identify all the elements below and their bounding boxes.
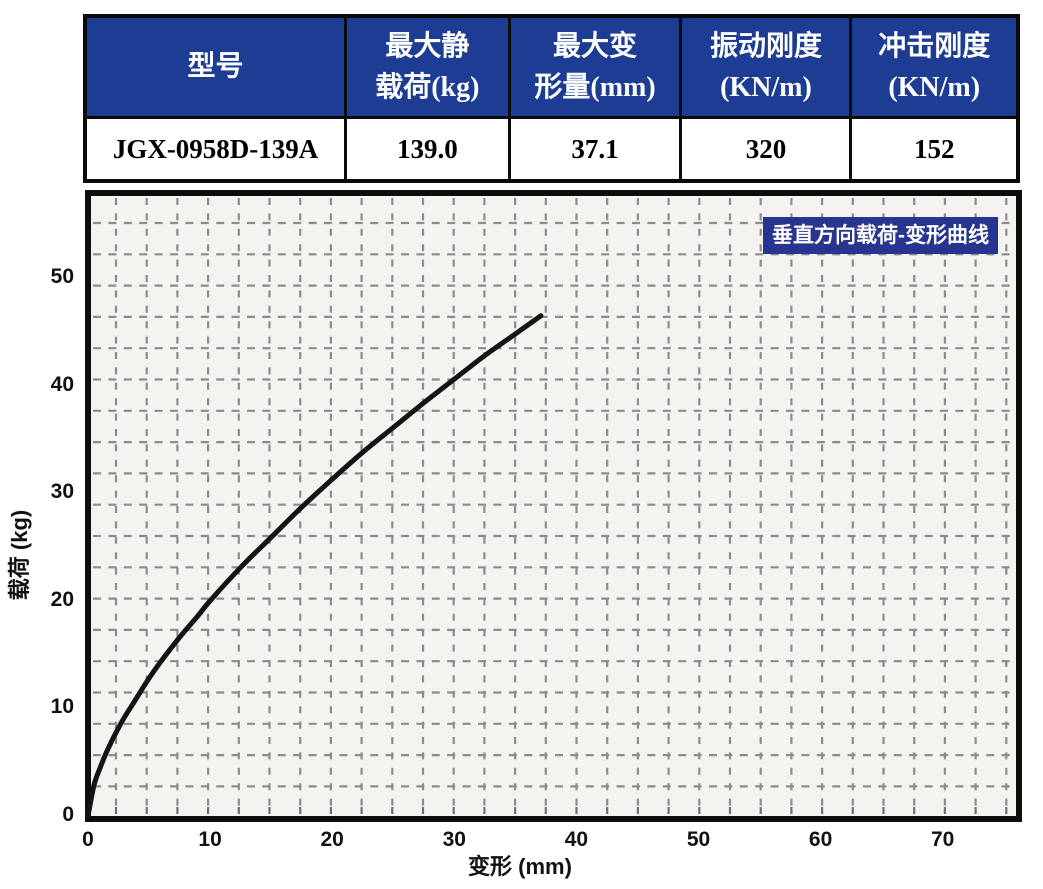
table-values-row: JGX-0958D-139A 139.0 37.1 320 152 <box>87 119 1016 179</box>
table-value-cell: 37.1 <box>511 119 683 179</box>
table-value-cell: JGX-0958D-139A <box>87 119 348 179</box>
chart-plot-area <box>85 190 1022 822</box>
plot-frame <box>85 190 1022 822</box>
y-tick-label: 10 <box>50 695 74 719</box>
x-tick-label: 20 <box>320 828 344 851</box>
spec-table: 型号 最大静 载荷(kg) 最大变 形量(mm) 振动刚度 (KN/m) 冲击刚度 (K… <box>83 14 1020 183</box>
table-value-cell: 139.0 <box>347 119 511 179</box>
table-value-cell: 320 <box>682 119 853 179</box>
table-header-row: 型号 最大静 载荷(kg) 最大变 形量(mm) 振动刚度 (KN/m) 冲击刚度 (K… <box>87 18 1016 119</box>
x-tick-label: 10 <box>198 828 222 851</box>
y-tick-label: 20 <box>50 587 74 611</box>
x-tick-label: 0 <box>82 828 94 851</box>
x-tick-label: 60 <box>808 828 833 851</box>
load-deformation-curve <box>85 313 544 819</box>
table-header-cell: 冲击刚度 (KN/m) <box>852 18 1016 116</box>
plot-background <box>88 193 1019 819</box>
table-header-cell: 最大变 形量(mm) <box>510 18 683 116</box>
x-tick-label: 50 <box>686 828 711 851</box>
y-tick-label: 50 <box>50 265 74 288</box>
chart-legend: 垂直方向载荷-变形曲线 <box>763 217 998 254</box>
x-tick-label: 30 <box>442 828 466 851</box>
x-tick-label: 40 <box>564 828 589 851</box>
table-value-cell: 152 <box>913 133 955 164</box>
x-axis-title: 变形 (mm) <box>468 854 572 879</box>
table-header-cell: 型号 <box>87 18 348 116</box>
table-header-cell: 振动刚度 (KN/m) <box>682 18 853 116</box>
y-tick-label: 40 <box>50 372 74 396</box>
x-tick-label: 70 <box>931 828 955 851</box>
y-tick-label: 30 <box>50 480 74 504</box>
table-header-cell: 最大静 载荷(kg) <box>347 18 511 116</box>
y-tick-label: 0 <box>62 803 74 826</box>
